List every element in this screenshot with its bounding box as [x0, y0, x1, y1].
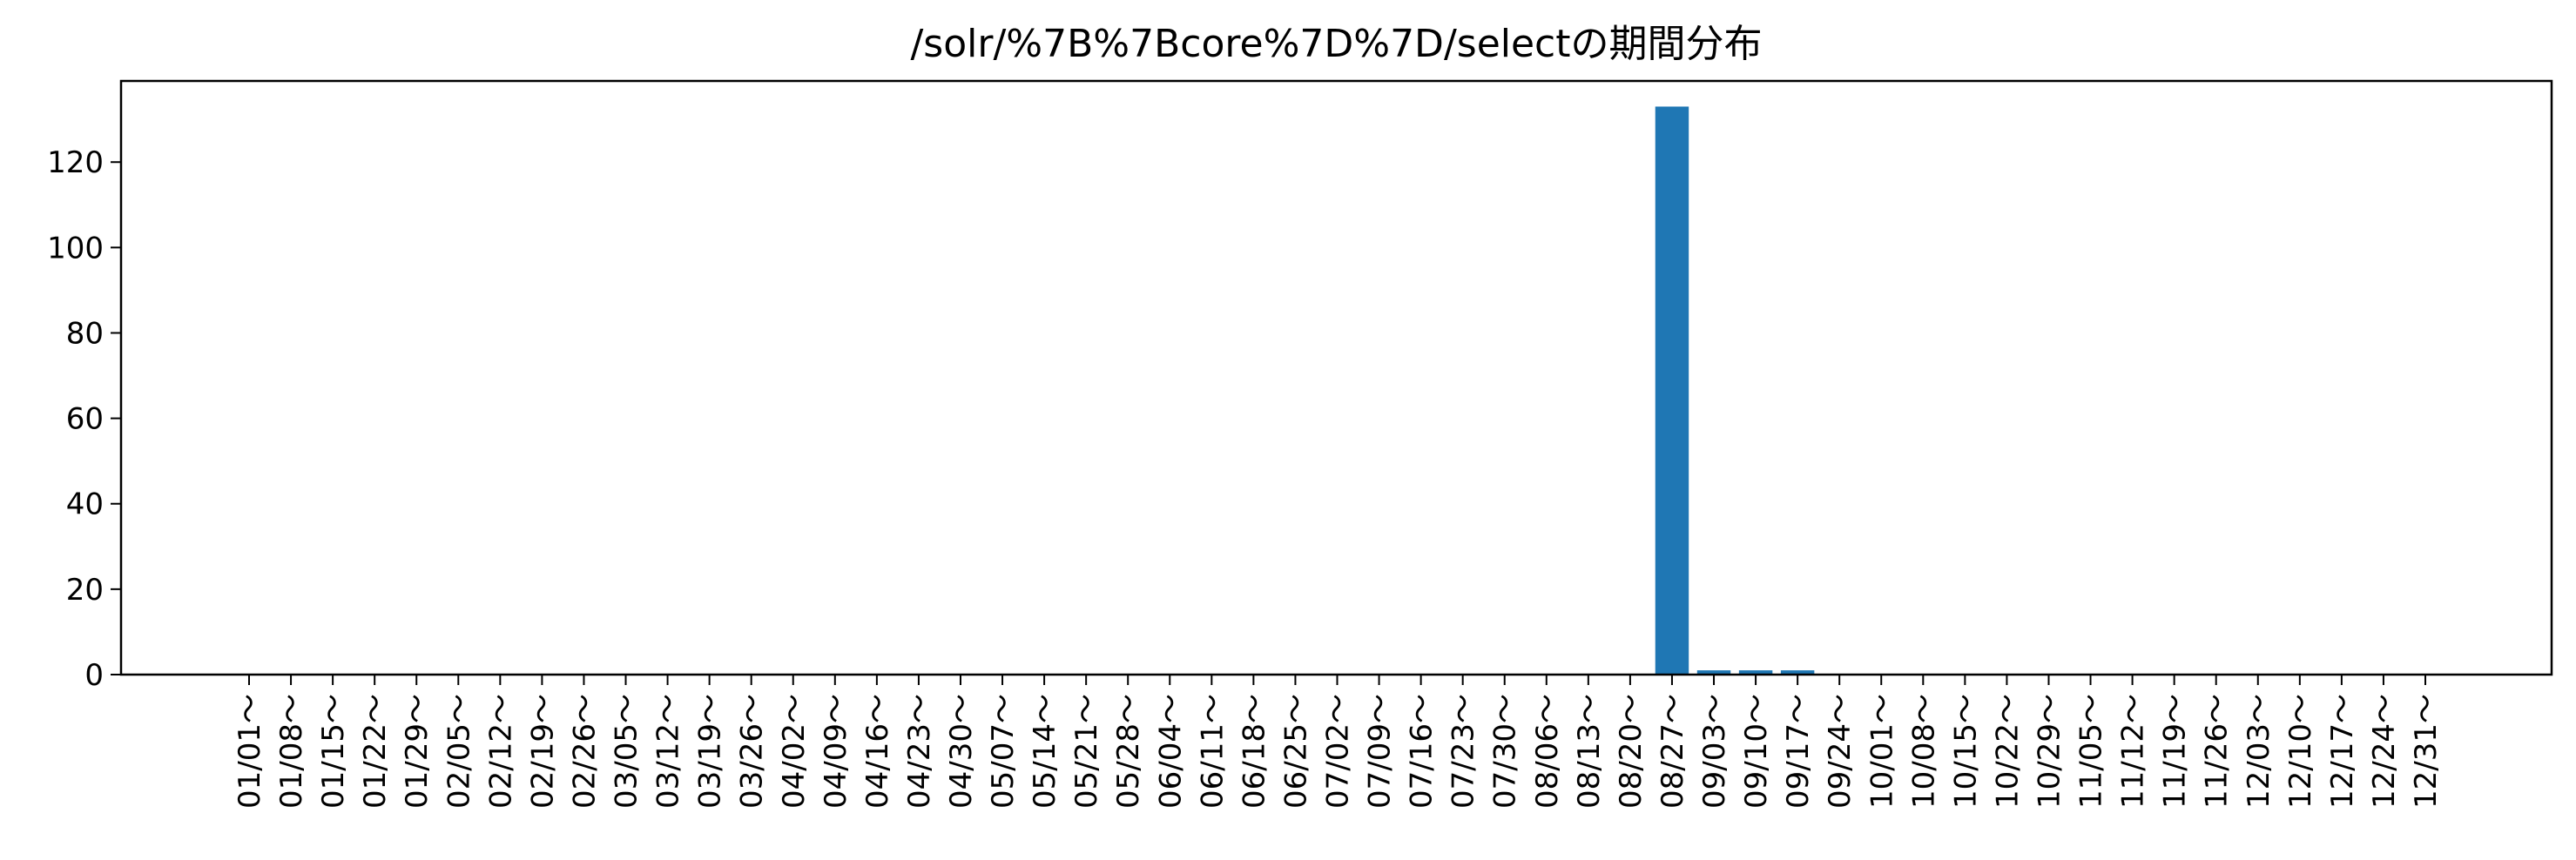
x-tick-label: 11/26～: [2200, 694, 2235, 809]
x-tick-label: 04/30～: [944, 694, 979, 809]
bar-08/27～: [1655, 106, 1689, 675]
x-tick-label: 12/24～: [2367, 694, 2402, 809]
bar-09/10～: [1738, 670, 1773, 675]
x-tick-label: 10/15～: [1948, 694, 1983, 809]
x-tick-label: 06/18～: [1237, 694, 1271, 809]
x-tick-label: 01/01～: [233, 694, 267, 809]
x-tick-label: 07/16～: [1405, 694, 1440, 809]
x-tick-label: 04/23～: [902, 694, 937, 809]
y-tick-label: 120: [47, 145, 104, 180]
x-tick-label: 10/22～: [1990, 694, 2025, 809]
x-tick-label: 11/19～: [2158, 694, 2193, 809]
x-tick-label: 01/08～: [274, 694, 309, 809]
x-tick-label: 09/17～: [1781, 694, 1816, 809]
x-tick-label: 06/25～: [1278, 694, 1313, 809]
x-tick-label: 03/05～: [610, 694, 644, 809]
x-tick-label: 12/17～: [2325, 694, 2360, 809]
x-tick-label: 12/31～: [2409, 694, 2444, 809]
x-tick-label: 04/16～: [860, 694, 895, 809]
x-tick-label: 03/19～: [693, 694, 728, 809]
x-tick-label: 08/20～: [1614, 694, 1649, 809]
y-tick-label: 60: [66, 402, 104, 437]
x-tick-label: 07/02～: [1321, 694, 1356, 809]
x-tick-label: 10/29～: [2032, 694, 2067, 809]
x-tick-label: 06/04～: [1153, 694, 1188, 809]
x-tick-label: 05/14～: [1028, 694, 1062, 809]
x-tick-label: 08/13～: [1572, 694, 1607, 809]
x-tick-label: 01/22～: [358, 694, 393, 809]
chart-title: /solr/%7B%7Bcore%7D%7D/selectの期間分布: [910, 22, 1762, 66]
x-tick-label: 11/05～: [2074, 694, 2109, 809]
x-tick-label: 08/27～: [1656, 694, 1690, 809]
x-tick-label: 03/26～: [735, 694, 770, 809]
x-tick-label: 02/19～: [525, 694, 560, 809]
x-tick-label: 10/08～: [1906, 694, 1941, 809]
x-tick-label: 04/09～: [819, 694, 853, 809]
bars-layer: [1655, 106, 1815, 675]
bar-09/03～: [1696, 670, 1731, 675]
x-tick-label: 11/12～: [2116, 694, 2151, 809]
x-tick-label: 04/02～: [777, 694, 812, 809]
x-tick-label: 05/07～: [986, 694, 1021, 809]
x-tick-label: 12/03～: [2242, 694, 2276, 809]
x-tick-label: 08/06～: [1530, 694, 1565, 809]
x-tick-label: 01/29～: [400, 694, 435, 809]
bar-09/17～: [1780, 670, 1815, 675]
plot-frame: [119, 79, 2553, 676]
y-tick-label: 100: [47, 231, 104, 265]
y-tick-label: 40: [66, 487, 104, 522]
x-tick-label: 09/24～: [1823, 694, 1858, 809]
x-tick-label: 03/12～: [651, 694, 686, 809]
x-tick-label: 07/23～: [1446, 694, 1481, 809]
x-tick-label: 02/05～: [442, 694, 476, 809]
x-tick-label: 02/26～: [567, 694, 602, 809]
x-tick-label: 06/11～: [1195, 694, 1230, 809]
x-tick-label: 10/01～: [1865, 694, 1899, 809]
y-tick-label: 80: [66, 316, 104, 351]
x-tick-label: 12/10～: [2283, 694, 2318, 809]
x-axis: 01/01～ 01/08～ 01/15～ 01/22～ 01/29～ 02/05～ 02/1…: [233, 675, 2444, 809]
y-axis: 0 20 40 60 80 100 120: [47, 145, 121, 693]
x-tick-label: 02/12～: [483, 694, 518, 809]
x-tick-label: 09/03～: [1697, 694, 1732, 809]
x-tick-label: 05/28～: [1111, 694, 1146, 809]
x-tick-label: 05/21～: [1069, 694, 1104, 809]
y-tick-label: 20: [66, 573, 104, 608]
y-tick-label: 0: [84, 658, 104, 693]
x-tick-label: 07/30～: [1488, 694, 1523, 809]
x-tick-label: 09/10～: [1739, 694, 1774, 809]
x-tick-label: 01/15～: [316, 694, 351, 809]
x-tick-label: 07/09～: [1363, 694, 1398, 809]
